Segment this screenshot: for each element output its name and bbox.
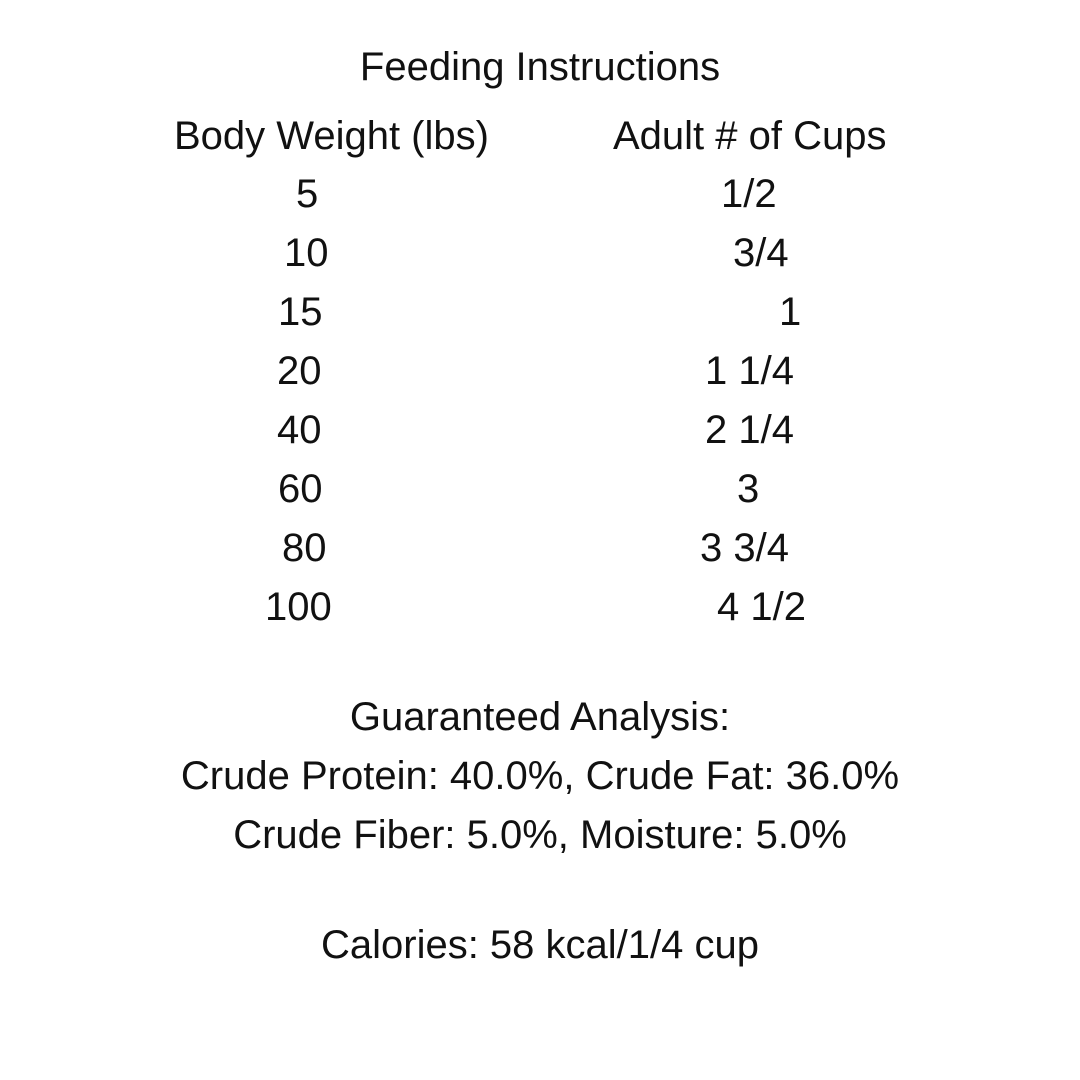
analysis-line-fiber-moisture: Crude Fiber: 5.0%, Moisture: 5.0% (233, 813, 847, 857)
cups-value: 2 1/4 (705, 408, 794, 452)
weight-value: 15 (278, 290, 323, 334)
weight-value: 10 (284, 231, 329, 275)
cups-value: 1 (779, 290, 802, 334)
cups-value: 3 (737, 467, 760, 511)
cups-value: 1/2 (721, 172, 777, 216)
analysis-line-protein-fat: Crude Protein: 40.0%, Crude Fat: 36.0% (180, 754, 900, 798)
weight-value: 40 (277, 408, 322, 452)
weight-value: 20 (277, 349, 322, 393)
cups-value: 1 1/4 (705, 349, 794, 393)
column-header-weight: Body Weight (lbs) (174, 114, 489, 158)
weight-value: 80 (282, 526, 327, 570)
cups-value: 3 3/4 (700, 526, 789, 570)
weight-value: 100 (265, 585, 332, 629)
column-header-cups: Adult # of Cups (613, 114, 887, 158)
analysis-heading: Guaranteed Analysis: (349, 695, 731, 739)
weight-value: 5 (296, 172, 319, 216)
calories-line: Calories: 58 kcal/1/4 cup (320, 923, 759, 967)
cups-value: 3/4 (733, 231, 789, 275)
page-title: Feeding Instructions (359, 45, 721, 89)
cups-value: 4 1/2 (717, 585, 806, 629)
weight-value: 60 (278, 467, 323, 511)
